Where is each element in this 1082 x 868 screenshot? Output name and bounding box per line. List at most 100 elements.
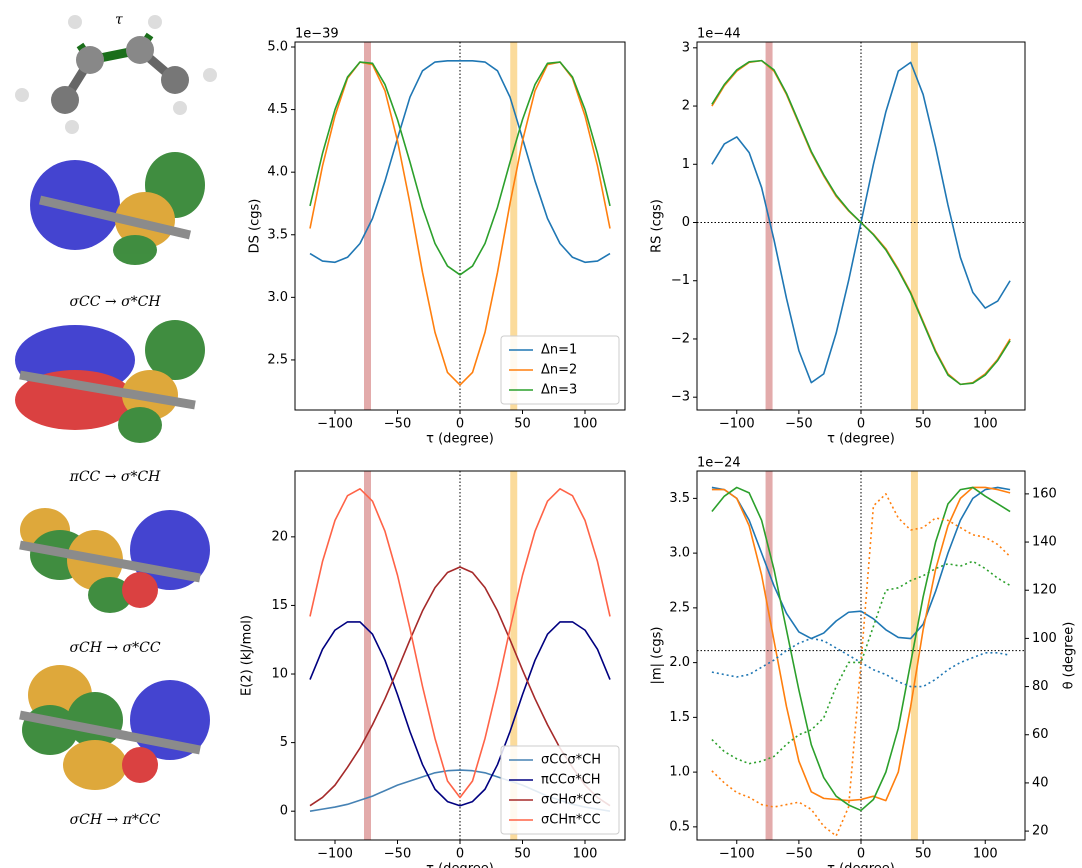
x-axis-label: τ (degree)	[426, 432, 494, 447]
highlight-band	[765, 471, 773, 840]
x-tick-label: 100	[973, 847, 998, 862]
series-line	[309, 61, 611, 276]
y-axis-label: RS (cgs)	[650, 199, 665, 253]
legend-label: Δn=2	[541, 363, 577, 378]
orbital-label: σCH → π*CC	[70, 812, 161, 828]
y-tick-label: 3.0	[267, 290, 288, 305]
orbital-label: σCH → σ*CC	[69, 640, 160, 656]
y2-tick-label: 60	[1032, 727, 1049, 742]
legend-box	[500, 335, 620, 405]
x-tick-label: −100	[317, 847, 353, 862]
molecule: τ	[15, 12, 217, 134]
series-line	[309, 488, 611, 799]
y-tick-label: 5.0	[267, 40, 288, 55]
y2-tick-label: 160	[1032, 486, 1057, 501]
highlight-band	[510, 471, 518, 840]
y-tick-label: 2.5	[267, 352, 288, 367]
y-tick-label: 3.0	[669, 546, 690, 561]
legend-label: σCHσ*CC	[541, 793, 601, 808]
legend-label: Δn=1	[541, 343, 577, 358]
highlight-band	[364, 471, 371, 840]
y-tick-label: 3.5	[669, 491, 690, 506]
series-line	[711, 486, 1011, 640]
legend-label: σCCσ*CH	[541, 753, 601, 768]
legend-box	[500, 745, 620, 835]
y2-tick-label: 100	[1032, 631, 1057, 646]
x-tick-label: 0	[857, 847, 865, 862]
legend-label: σCHπ*CC	[541, 813, 601, 828]
legend-label: πCCσ*CH	[541, 773, 601, 788]
y-tick-label: 3.5	[267, 227, 288, 242]
x-tick-label: −50	[384, 417, 411, 432]
highlight-band	[364, 42, 371, 410]
y-axis-label: DS (cgs)	[248, 199, 263, 254]
x-tick-label: 100	[573, 417, 598, 432]
y-tick-label: 10	[271, 667, 288, 682]
plot-frame	[696, 470, 1026, 841]
y-tick-label: 3	[682, 40, 690, 55]
x-tick-label: −100	[317, 417, 353, 432]
orbital-label: πCC → σ*CH	[69, 469, 162, 485]
y-tick-label: −3	[671, 390, 690, 405]
offset-text: 1e−24	[697, 456, 741, 471]
y-tick-label: 0	[682, 215, 690, 230]
orbital-1	[30, 152, 205, 265]
y2-tick-label: 20	[1032, 824, 1049, 839]
x-tick-label: −100	[719, 847, 755, 862]
orbital-label: σCC → σ*CH	[69, 294, 161, 310]
y-tick-label: 15	[271, 598, 288, 613]
highlight-band	[910, 42, 918, 410]
series-line	[309, 59, 611, 264]
x-tick-label: 50	[915, 847, 932, 862]
x-tick-label: 0	[857, 417, 865, 432]
x-tick-label: −50	[785, 417, 812, 432]
x-tick-label: 0	[456, 417, 464, 432]
torsion-label: τ	[115, 12, 123, 28]
y-tick-label: 20	[271, 529, 288, 544]
x-tick-label: −50	[384, 847, 411, 862]
x-tick-label: 100	[973, 417, 998, 432]
series-line	[711, 486, 1011, 802]
x-tick-label: 50	[915, 417, 932, 432]
highlight-band	[510, 42, 518, 410]
legend-label: Δn=3	[541, 383, 577, 398]
x-tick-label: 0	[456, 847, 464, 862]
y-tick-label: 0.5	[669, 819, 690, 834]
y-tick-label: 1.0	[669, 765, 690, 780]
series-line	[711, 493, 1011, 837]
x-tick-label: −100	[719, 417, 755, 432]
series-line	[309, 621, 611, 807]
series-line	[711, 486, 1011, 812]
offset-text: 1e−44	[697, 27, 741, 42]
x-tick-label: 100	[573, 847, 598, 862]
y-tick-label: 1	[682, 157, 690, 172]
y-tick-label: −1	[671, 273, 690, 288]
x-tick-label: 50	[514, 847, 531, 862]
x-tick-label: −50	[785, 847, 812, 862]
y2-tick-label: 140	[1032, 535, 1057, 550]
y-tick-label: 4.5	[267, 102, 288, 117]
y-axis-label: E(2) (kJ/mol)	[240, 615, 255, 696]
y2-axis-label: θ (degree)	[1062, 622, 1077, 690]
x-axis-label: τ (degree)	[426, 862, 494, 868]
y-tick-label: 2	[682, 99, 690, 114]
y-tick-label: 0	[280, 804, 288, 819]
x-tick-label: 50	[514, 417, 531, 432]
series-line	[711, 59, 1011, 386]
y2-tick-label: 40	[1032, 775, 1049, 790]
y-tick-label: 2.0	[669, 655, 690, 670]
highlight-band	[910, 471, 918, 840]
y-tick-label: 1.5	[669, 710, 690, 725]
y-tick-label: 4.0	[267, 165, 288, 180]
orbital-2	[15, 320, 205, 443]
x-axis-label: τ (degree)	[827, 862, 895, 868]
y-tick-label: −2	[671, 331, 690, 346]
y-tick-label: 2.5	[669, 600, 690, 615]
y2-tick-label: 120	[1032, 583, 1057, 598]
y2-tick-label: 80	[1032, 679, 1049, 694]
offset-text: 1e−39	[295, 27, 339, 42]
y-axis-label: |m| (cgs)	[650, 627, 665, 685]
orbital-3	[19, 508, 210, 613]
orbital-4	[19, 665, 210, 790]
